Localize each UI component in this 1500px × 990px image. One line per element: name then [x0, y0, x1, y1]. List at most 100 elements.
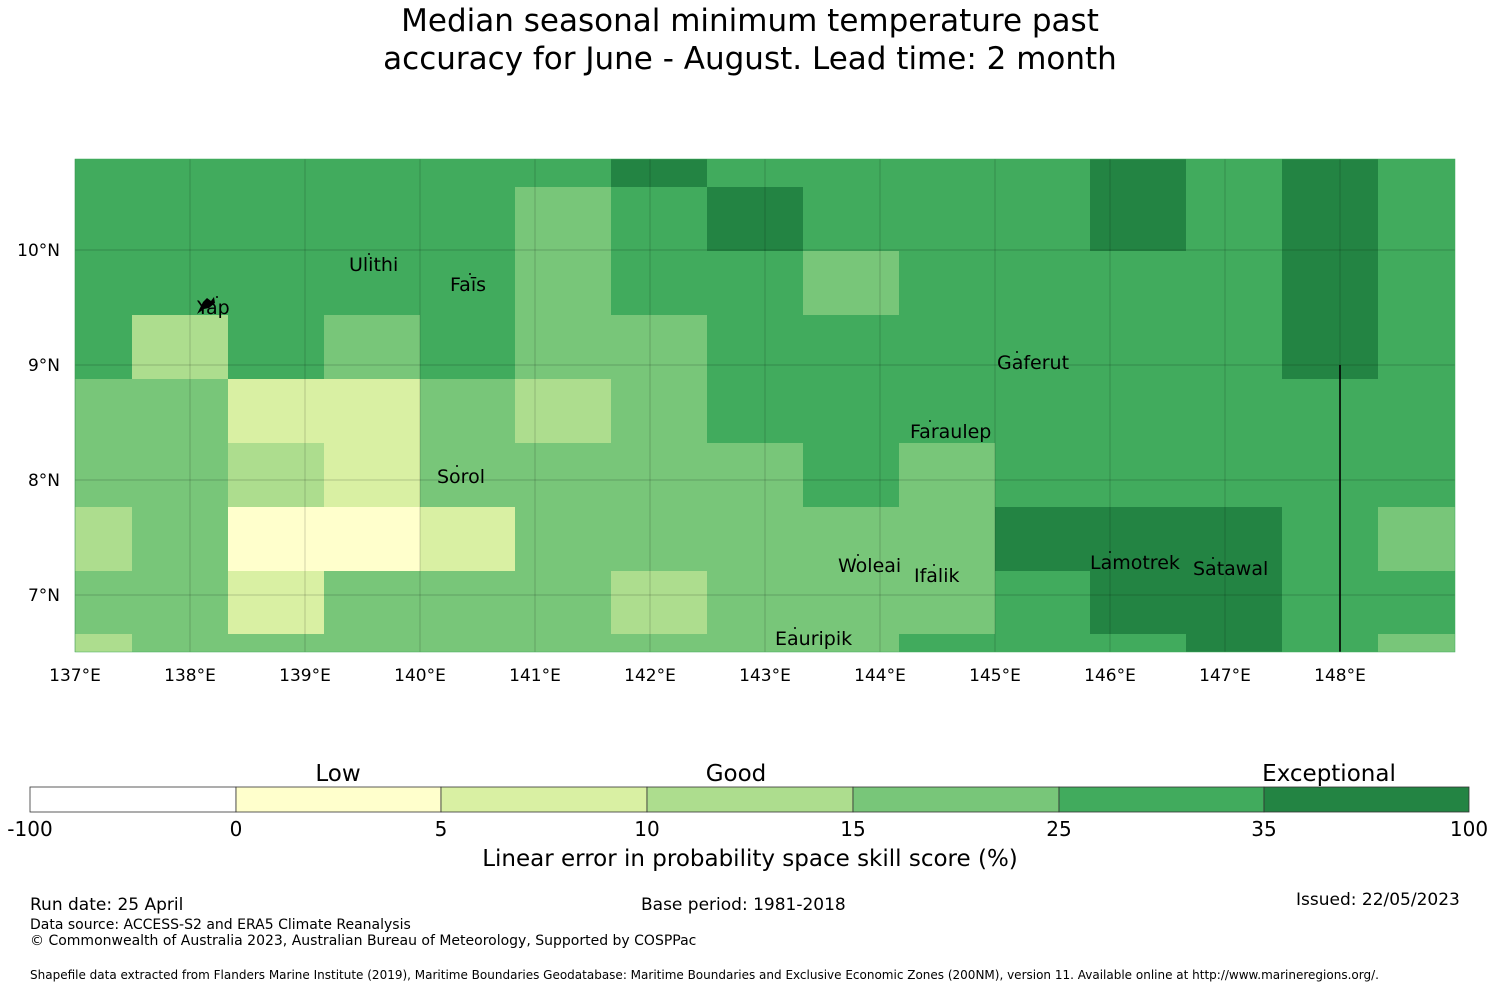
island-dot-icon	[794, 627, 796, 629]
skill-cell	[707, 571, 803, 634]
skill-cell	[515, 379, 611, 443]
skill-cell	[228, 571, 324, 634]
skill-cell	[420, 507, 515, 571]
skill-cell	[228, 379, 324, 443]
skill-cell	[228, 187, 324, 251]
y-axis-ticks: 10°N 9°N 8°N 7°N	[17, 241, 60, 606]
skill-cell	[1090, 507, 1186, 571]
skill-cell	[132, 634, 228, 652]
island-label: Eauripik	[775, 628, 852, 650]
skill-cell	[515, 159, 611, 187]
skill-cell	[995, 315, 1090, 379]
colorbar-category-good: Good	[705, 761, 767, 787]
colorbar-tick: 5	[434, 817, 448, 841]
skill-cell	[132, 315, 228, 379]
island-dot-icon	[216, 296, 218, 298]
skill-cell	[803, 443, 899, 507]
island-dot-icon	[1212, 557, 1214, 559]
skill-cell	[324, 634, 420, 652]
skill-cell	[324, 251, 420, 315]
skill-cell	[1090, 634, 1186, 652]
colorbar-swatch	[235, 786, 442, 813]
title-line-1: Median seasonal minimum temperature past	[401, 3, 1099, 39]
skill-cell	[1090, 571, 1186, 634]
skill-cell	[707, 379, 803, 443]
colorbar-tick: 35	[1251, 817, 1277, 841]
skill-cell	[420, 187, 515, 251]
skill-cell	[420, 159, 515, 187]
skill-cell	[420, 379, 515, 443]
skill-cell	[324, 571, 420, 634]
yap-island-icon	[197, 297, 215, 314]
skill-cell	[420, 443, 515, 507]
skill-cell	[1090, 251, 1186, 315]
skill-cell	[515, 187, 611, 251]
colorbar-tick: 10	[634, 817, 660, 841]
skill-cell	[707, 187, 803, 251]
skill-cell	[515, 571, 611, 634]
skill-cell	[995, 443, 1090, 507]
skill-cell	[1378, 379, 1455, 443]
colorbar-swatch	[646, 786, 854, 813]
skill-cell	[611, 315, 707, 379]
skill-cell	[803, 379, 899, 443]
skill-cell	[1186, 159, 1282, 187]
island-dot-icon	[1109, 551, 1111, 553]
skill-cell	[995, 251, 1090, 315]
skill-cell	[1186, 634, 1282, 652]
island-dot-icon	[857, 554, 859, 556]
colorbar-category-exceptional: Exceptional	[1262, 761, 1396, 787]
skill-cell	[1378, 187, 1455, 251]
skill-cell	[324, 379, 420, 443]
colorbar-tick: 0	[229, 817, 243, 841]
skill-cell	[803, 159, 899, 187]
skill-cell	[75, 251, 132, 315]
skill-cell	[803, 507, 899, 571]
map-title: Median seasonal minimum temperature past…	[0, 2, 1500, 78]
skill-cell	[132, 379, 228, 443]
skill-cell	[1282, 634, 1378, 652]
skill-cell	[1186, 379, 1282, 443]
colorbar	[29, 786, 1470, 813]
skill-cell	[899, 187, 995, 251]
island-label: Sorol	[437, 466, 485, 488]
skill-cell	[995, 159, 1090, 187]
skill-cell	[803, 634, 899, 652]
issued-date: Issued: 22/05/2023	[1296, 890, 1460, 910]
skill-cell	[707, 315, 803, 379]
island-label: Gaferut	[997, 352, 1069, 374]
skill-cell	[515, 443, 611, 507]
skill-cell	[707, 159, 803, 187]
skill-cell	[515, 507, 611, 571]
island-label: Faraulep	[910, 421, 991, 443]
skill-cell	[995, 634, 1090, 652]
skill-cell	[611, 571, 707, 634]
skill-cell	[1186, 315, 1282, 379]
skill-cell	[1378, 507, 1455, 571]
skill-cell	[611, 187, 707, 251]
skill-cell	[75, 187, 132, 251]
skill-cell	[75, 315, 132, 379]
island-label: Ifalik	[914, 565, 960, 587]
colorbar-swatch	[852, 786, 1060, 813]
skill-cell	[1282, 507, 1378, 571]
skill-cell	[75, 443, 132, 507]
skill-cell	[707, 443, 803, 507]
skill-cell	[75, 159, 132, 187]
skill-cell	[324, 187, 420, 251]
colorbar-category-low: Low	[315, 761, 361, 787]
x-tick-label: 145°E	[969, 666, 1021, 686]
island-label: Yap	[196, 297, 230, 319]
colorbar-tick: -100	[7, 817, 53, 841]
skill-cell	[1282, 315, 1378, 379]
skill-cell	[803, 571, 899, 634]
skill-cell	[1378, 571, 1455, 634]
skill-cell	[611, 507, 707, 571]
colorbar-tick: 100	[1449, 817, 1489, 841]
skill-cell	[132, 507, 228, 571]
data-source: Data source: ACCESS-S2 and ERA5 Climate …	[30, 917, 411, 933]
island-dot-icon	[469, 273, 471, 275]
island-label: Woleai	[838, 555, 901, 577]
skill-cell	[324, 315, 420, 379]
